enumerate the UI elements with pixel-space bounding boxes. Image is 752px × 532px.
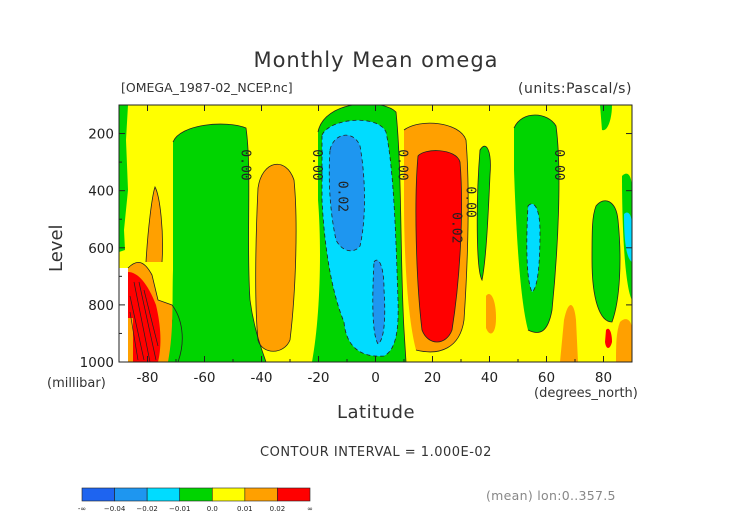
contour-line [317,105,407,362]
contour-line-negative [372,259,386,345]
region-negative-large [372,260,385,344]
region-positive-mid [486,294,496,334]
contour-line-negative [328,134,365,252]
colorbar-swatch [146,487,181,502]
region-negative-mid [624,212,632,262]
contour-line [127,261,183,362]
contour-line [403,122,469,353]
region-positive-large [605,328,612,348]
contour-line [415,150,462,343]
x-tick-label: 80 [595,370,612,386]
contour-label: 0.00 [551,149,566,180]
region-negative-small [600,105,612,131]
contour-line [172,123,267,362]
y-axis-unit: (millibar) [47,376,106,391]
chart-title: Monthly Mean omega [253,48,499,72]
region-negative-small [477,146,491,280]
contour-line-negative [321,119,399,357]
colorbar-swatch [114,487,148,502]
colorbar-swatch [179,487,213,502]
file-name: [OMEGA_1987-02_NCEP.nc] [121,80,293,95]
x-tick-label: -80 [136,370,158,386]
x-tick-label: 40 [481,370,498,386]
x-tick-label: 20 [424,370,441,386]
x-tick-label: -40 [250,370,272,386]
x-tick-label: -20 [307,370,329,386]
region-positive-mid [616,319,632,362]
colorbar-tick-label: −0.01 [169,505,190,513]
x-tick-label: 0 [371,370,380,386]
region-positive-mid [560,305,578,362]
colorbar-swatch [81,487,115,502]
colorbar-tick-label: 0.02 [270,505,286,513]
contour-label: 0.00 [309,149,324,180]
colorbar: -∞ −0.04 −0.02 −0.01 0.0 0.01 0.02 ∞ [78,487,313,513]
colorbar-tick-label: −0.02 [136,505,157,513]
x-axis-unit: (degrees_north) [534,386,638,401]
contour-line [476,145,491,282]
contour-line [129,281,159,362]
region-positive-large [128,272,161,362]
region-negative-mid [526,203,540,292]
contour-line [145,186,163,263]
contour-interval: CONTOUR INTERVAL = 1.000E-02 [260,445,492,460]
colorbar-tick-label: −0.04 [104,505,126,513]
contour-line [591,200,621,323]
mean-note: (mean) lon:0..357.5 [486,488,616,503]
contour-label: 0.00 [463,186,478,217]
region-positive-large [415,150,462,342]
colorbar-tick-label: ∞ [307,505,313,513]
region-positive-mid [146,187,163,262]
contour-label: 0.00 [394,149,409,180]
contour-label: 0.00 [238,149,253,180]
y-tick-label: 600 [88,241,114,257]
region-negative-small [168,124,266,362]
units-label: (units:Pascal/s) [518,81,632,97]
region-negative-small [592,200,620,322]
y-tick-label: 800 [88,298,114,314]
contour-label: 0.02 [334,181,349,212]
colorbar-swatch [277,487,311,502]
contour-label: 0.02 [448,212,463,243]
y-tick-label: 1000 [80,355,114,371]
y-tick-label: 200 [88,127,114,143]
region-positive-mid [255,164,297,352]
colorbar-tick-label: -∞ [78,505,86,513]
colorbar-tick-label: 0.0 [207,505,218,513]
y-tick-label: 400 [88,184,114,200]
colorbar-swatch [211,487,246,502]
colorbar-swatch [244,487,278,502]
contour-line [513,114,560,333]
colorbar-tick-label: 0.01 [237,505,253,513]
contour-line [255,163,297,352]
region-negative-large [329,135,365,251]
x-tick-label: -60 [193,370,215,386]
x-axis-label: Latitude [336,402,416,423]
region-negative-small [119,105,128,252]
x-tick-label: 60 [538,370,555,386]
